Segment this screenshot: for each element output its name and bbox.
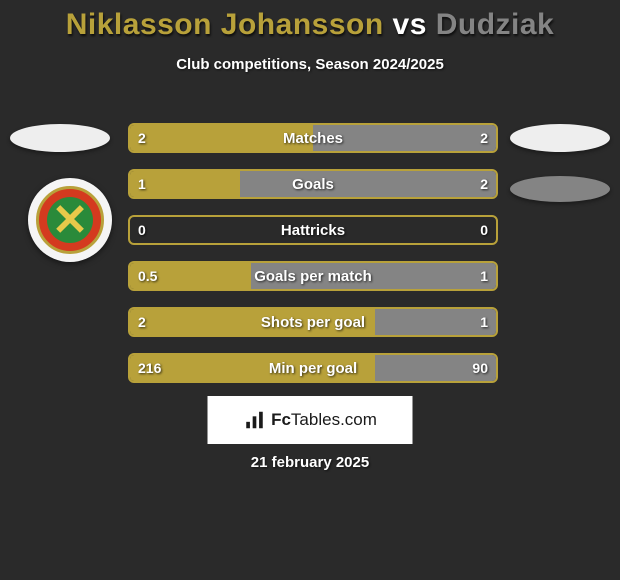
bar-value-right: 1 — [480, 261, 488, 291]
bar-value-right: 2 — [480, 169, 488, 199]
bar-label: Matches — [128, 123, 498, 153]
subtitle: Club competitions, Season 2024/2025 — [0, 56, 620, 73]
bar-value-right: 90 — [472, 353, 488, 383]
brand-part-c: .com — [340, 410, 377, 429]
bar-value-right: 0 — [480, 215, 488, 245]
date-text: 21 february 2025 — [0, 454, 620, 471]
bar-row: Goals1 2 — [128, 169, 498, 199]
bar-label: Goals — [128, 169, 498, 199]
bar-label: Shots per goal — [128, 307, 498, 337]
vs-text: vs — [384, 8, 436, 41]
player1-name: Niklasson Johansson — [66, 8, 384, 41]
player2-badge-placeholder — [510, 124, 610, 152]
brand-box: FcTables.com — [208, 396, 413, 444]
page-title: Niklasson Johansson vs Dudziak — [0, 0, 620, 42]
chart-icon — [243, 409, 265, 431]
brand-part-a: Fc — [271, 410, 291, 429]
bar-value-right: 2 — [480, 123, 488, 153]
player2-club-badge-placeholder — [510, 176, 610, 202]
bar-value-right: 1 — [480, 307, 488, 337]
bar-row: Hattricks0 0 — [128, 215, 498, 245]
bar-value-left: 0 — [138, 215, 146, 245]
comparison-bars: Matches22Goals12Hattricks00Goals per mat… — [128, 123, 498, 399]
bar-value-left: 2 — [138, 123, 146, 153]
bar-value-left: 2 — [138, 307, 146, 337]
bar-row: Goals per match0.5 1 — [128, 261, 498, 291]
bar-row: Matches2 2 — [128, 123, 498, 153]
brand-part-b: Tables — [291, 410, 340, 429]
bar-value-left: 1 — [138, 169, 146, 199]
bar-value-left: 216 — [138, 353, 161, 383]
bar-row: Shots per goal2 1 — [128, 307, 498, 337]
crest-icon — [36, 186, 104, 254]
bar-row: Min per goal216 90 — [128, 353, 498, 383]
bar-label: Goals per match — [128, 261, 498, 291]
bar-value-left: 0.5 — [138, 261, 157, 291]
player1-club-crest — [28, 178, 112, 262]
brand-text: FcTables.com — [271, 410, 377, 430]
bar-label: Min per goal — [128, 353, 498, 383]
player1-badge-placeholder — [10, 124, 110, 152]
bar-label: Hattricks — [128, 215, 498, 245]
player2-name: Dudziak — [436, 8, 555, 41]
